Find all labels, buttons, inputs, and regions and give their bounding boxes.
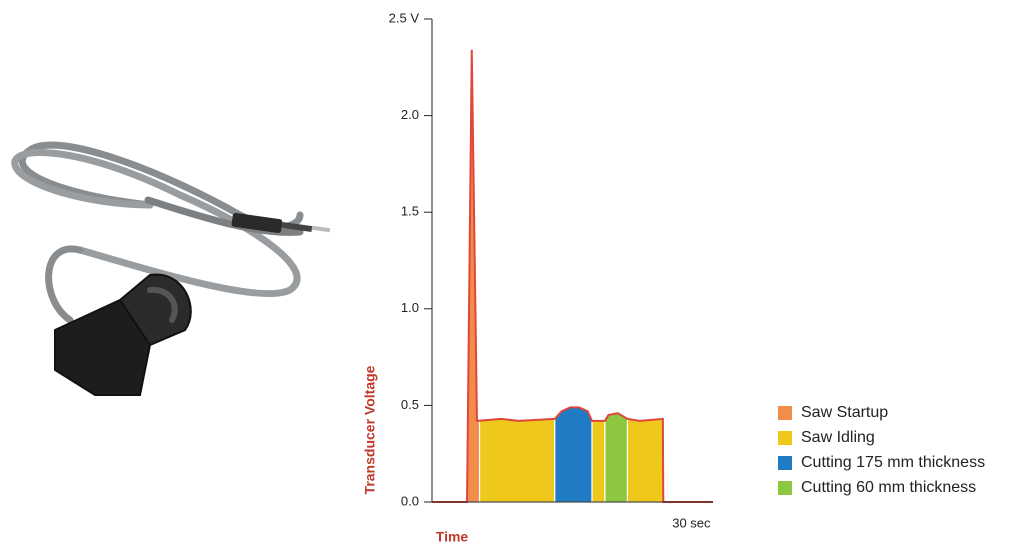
- y-axis-label: Transducer Voltage: [362, 365, 378, 494]
- legend-swatch: [778, 406, 792, 420]
- legend-label: Cutting 175 mm thickness: [801, 454, 985, 471]
- y-tick-label: 2.0: [401, 107, 419, 122]
- y-tick-label: 1.5: [401, 204, 419, 219]
- legend-label: Saw Idling: [801, 429, 875, 446]
- y-tick-label: 0.5: [401, 397, 419, 412]
- legend-swatch: [778, 456, 792, 470]
- legend-swatch: [778, 431, 792, 445]
- area-segment: [605, 19, 627, 502]
- legend-swatch: [778, 481, 792, 495]
- legend-label: Cutting 60 mm thickness: [801, 479, 976, 496]
- y-tick-label: 1.0: [401, 300, 419, 315]
- area-segment: [592, 19, 605, 502]
- area-segment: [627, 19, 663, 502]
- x-axis-label: Time: [436, 529, 469, 545]
- transducer-photo: [15, 145, 330, 395]
- chart: Transducer Voltage Time 0.0 0.5 1.0 1.5 2.0 2…: [0, 0, 1025, 547]
- area-segment: [480, 19, 555, 502]
- x-tick-label: 30 sec: [672, 515, 711, 530]
- area-segment: [555, 19, 592, 502]
- y-tick-label: 2.5 V: [389, 10, 420, 25]
- legend-label: Saw Startup: [801, 404, 888, 421]
- y-tick-label: 0.0: [401, 493, 419, 508]
